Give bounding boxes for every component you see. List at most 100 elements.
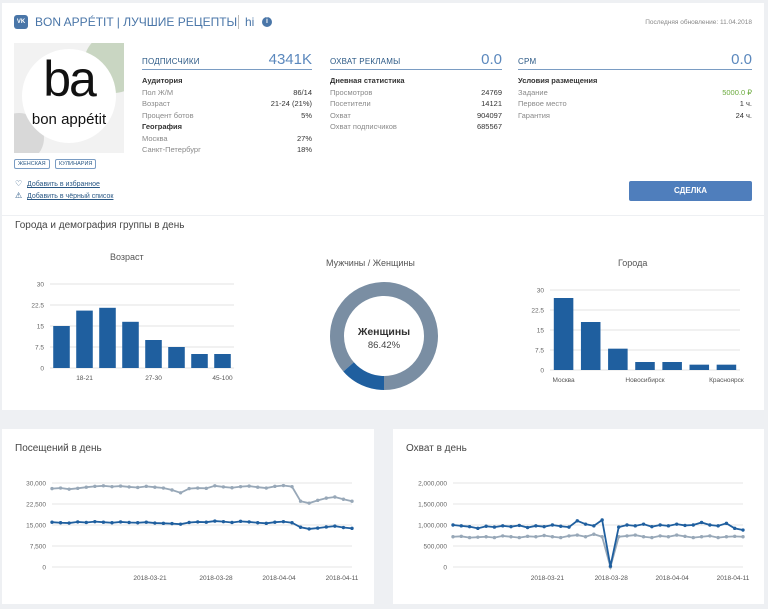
data-point xyxy=(509,535,513,539)
cpm-rule xyxy=(518,69,752,70)
data-point xyxy=(608,564,613,568)
cities-chart-title: Города xyxy=(618,258,648,268)
tag-women[interactable]: ЖЕНСКАЯ xyxy=(14,159,50,169)
data-point xyxy=(324,496,328,500)
data-point xyxy=(476,535,480,539)
data-point xyxy=(93,519,97,524)
data-point xyxy=(58,521,63,525)
reach-row: Просмотров 24769 xyxy=(330,87,502,99)
data-point xyxy=(76,486,80,491)
data-point xyxy=(658,523,662,527)
data-point xyxy=(316,498,320,503)
data-point xyxy=(333,495,337,499)
cpm-row-label: Гарантия xyxy=(518,110,550,120)
data-point xyxy=(170,488,174,492)
bar xyxy=(168,347,185,368)
donut-center-value: 86.42% xyxy=(368,340,401,351)
data-point xyxy=(341,497,346,501)
data-point xyxy=(118,484,123,488)
add-blacklist-link[interactable]: Добавить в чёрный список xyxy=(27,193,114,200)
data-point xyxy=(666,535,671,539)
data-point xyxy=(542,524,546,529)
reach-rule xyxy=(330,69,502,70)
bar xyxy=(635,362,655,370)
subscribers-row-value: 27% xyxy=(296,133,312,143)
data-point xyxy=(58,486,63,490)
bar xyxy=(608,348,628,370)
bar xyxy=(716,364,737,370)
data-point xyxy=(221,519,226,524)
data-point xyxy=(350,499,354,503)
data-point xyxy=(144,520,148,524)
subscribers-row-label: Возраст xyxy=(142,99,171,108)
data-point xyxy=(350,526,354,531)
add-favorite-link[interactable]: Добавить в избранное xyxy=(27,181,100,188)
bar xyxy=(553,298,574,370)
cpm-row-value: 24 ч. xyxy=(735,110,752,120)
data-point xyxy=(691,535,695,540)
data-point xyxy=(187,486,191,491)
data-point xyxy=(550,535,555,539)
data-point xyxy=(264,486,268,490)
reach-row: Посетители 14121 xyxy=(330,98,502,110)
subscribers-row: Москва 27% xyxy=(142,133,312,145)
reach-row-label: Просмотров xyxy=(330,87,373,97)
data-point xyxy=(501,524,505,528)
data-point xyxy=(247,520,251,524)
data-point xyxy=(273,484,277,489)
data-point xyxy=(264,521,268,526)
data-point xyxy=(509,524,513,529)
y-tick-label: 30 xyxy=(37,282,45,289)
subscribers-row-label: География xyxy=(142,122,183,131)
data-point xyxy=(492,525,497,529)
subscribers-row-value: 5% xyxy=(301,110,312,120)
data-point xyxy=(213,519,217,523)
series-line xyxy=(452,533,744,571)
bar xyxy=(99,307,116,368)
data-point xyxy=(658,534,662,538)
subscribers-row-value: 21-24 (21%) xyxy=(270,99,312,108)
data-point xyxy=(273,520,277,524)
data-point xyxy=(204,520,208,524)
subscribers-row: Возраст 21-24 (21%) xyxy=(142,98,312,110)
reach-row-value: 685567 xyxy=(476,122,502,131)
data-point xyxy=(50,520,54,524)
reach-row-label: Посетители xyxy=(330,99,371,108)
data-point xyxy=(170,521,174,526)
data-point xyxy=(683,534,687,539)
data-point xyxy=(741,535,745,539)
data-point xyxy=(333,524,337,528)
data-point xyxy=(238,484,243,489)
data-point xyxy=(221,485,226,489)
y-tick-label: 7,500 xyxy=(30,544,47,551)
data-point xyxy=(592,532,596,536)
data-point xyxy=(550,523,555,527)
age-chart-title: Возраст xyxy=(110,252,144,262)
cities-chart: 0 7.5 15 22.5 30 Москва Новосибирск Красноярск xyxy=(531,288,744,385)
bar xyxy=(662,362,682,370)
data-point xyxy=(641,535,646,539)
demographics-title: Города и демография группы в день xyxy=(15,220,185,231)
data-point xyxy=(733,534,737,539)
data-point xyxy=(84,485,88,489)
group-title[interactable]: BON APPÉTIT | ЛУЧШИЕ РЕЦЕПТЫ xyxy=(35,15,238,29)
y-tick-label: 2,000,000 xyxy=(418,481,447,488)
data-point xyxy=(110,484,114,489)
data-point xyxy=(592,524,596,528)
series-line xyxy=(452,518,744,567)
data-point xyxy=(136,485,140,490)
subscribers-rule xyxy=(142,69,312,70)
subscribers-row: Санкт-Петербург 18% xyxy=(142,144,312,156)
data-point xyxy=(675,533,679,537)
data-point xyxy=(492,535,497,540)
y-tick-label: 22.5 xyxy=(531,308,544,315)
deal-button[interactable]: СДЕЛКА xyxy=(629,181,752,201)
reach-row-value: 904097 xyxy=(476,110,502,120)
bar xyxy=(191,354,208,368)
bar xyxy=(122,321,139,368)
info-icon[interactable]: i xyxy=(262,17,272,27)
data-point xyxy=(196,520,200,524)
title-divider xyxy=(238,15,239,29)
data-point xyxy=(567,525,571,529)
tag-cooking[interactable]: КУЛИНАРИЯ xyxy=(55,159,97,169)
